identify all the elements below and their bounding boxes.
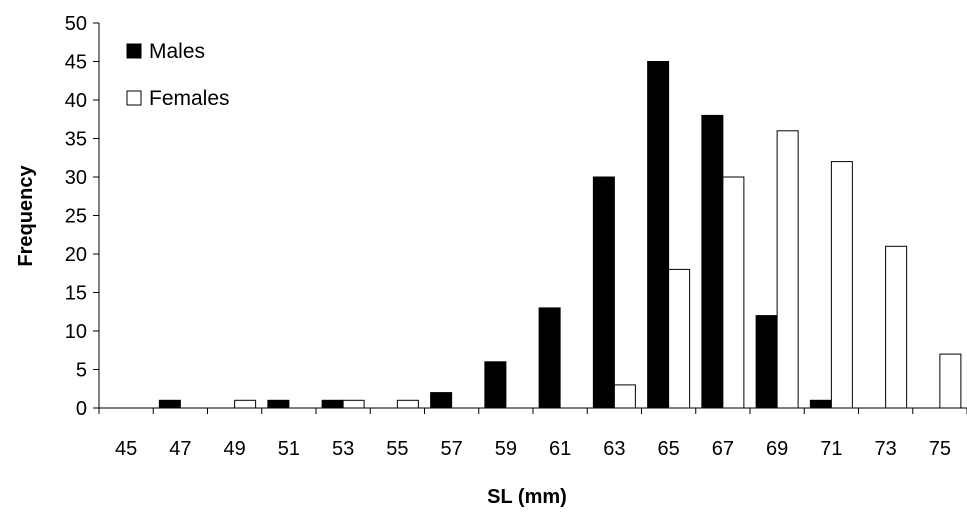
x-tick-label: 45 [115,438,137,460]
y-tick-label: 30 [65,167,87,189]
bar-females-53 [342,399,365,409]
bar-females-73 [885,245,908,409]
bar-males-67 [701,114,724,409]
y-axis-ticks [93,22,99,409]
legend-swatch-females [126,90,142,106]
legend-label-females: Females [149,87,230,110]
x-tick-label: 55 [386,438,408,460]
bar-males-71 [809,399,832,409]
x-tick-label: 53 [332,438,354,460]
bar-males-47 [158,399,181,409]
bar-females-75 [939,353,962,409]
bar-females-71 [830,161,853,409]
x-tick-label: 65 [658,438,680,460]
y-tick-label: 35 [65,129,87,151]
y-tick-label: 25 [65,206,87,228]
bar-females-63 [613,384,636,409]
y-tick-label: 20 [65,244,87,266]
legend-label-males: Males [149,40,205,63]
x-tick-label: 47 [169,438,191,460]
x-tick-label: 71 [820,438,842,460]
y-tick-label: 5 [76,360,87,382]
x-tick-label: 75 [929,438,951,460]
y-tick-label: 0 [76,398,87,420]
x-tick-label: 61 [549,438,571,460]
x-axis-title: SL (mm) [487,486,567,508]
bar-females-65 [668,268,691,409]
x-tick-label: 67 [712,438,734,460]
x-tick-label: 69 [766,438,788,460]
x-tick-label: 63 [603,438,625,460]
legend: Males Females [126,40,230,110]
bar-males-59 [484,361,507,409]
y-tick-label: 45 [65,52,87,74]
x-tick-label: 57 [441,438,463,460]
bar-males-61 [538,307,561,409]
y-tick-label: 15 [65,283,87,305]
bars [158,61,962,409]
y-tick-label: 10 [65,321,87,343]
bar-females-67 [722,176,745,409]
x-tick-label: 59 [495,438,517,460]
x-tick-label: 51 [278,438,300,460]
bar-males-53 [321,399,344,409]
bar-males-57 [430,392,453,409]
bar-females-55 [396,399,419,409]
x-axis-tick-labels: 45 47 49 51 53 55 57 59 61 63 65 67 69 71 73 75 [115,438,951,460]
x-axis-ticks [98,408,967,414]
bar-females-49 [234,399,257,409]
bar-females-69 [776,130,799,409]
x-tick-label: 49 [224,438,246,460]
bar-males-65 [647,61,670,409]
y-tick-label: 50 [65,13,87,35]
y-tick-label: 40 [65,90,87,112]
x-tick-label: 73 [875,438,897,460]
bar-males-63 [592,176,615,409]
bar-males-51 [267,399,290,409]
y-axis-tick-labels: 0 5 10 15 20 25 30 35 40 45 50 [65,13,87,420]
bar-males-69 [755,315,778,409]
y-axis-title: Frequency [15,165,37,267]
legend-swatch-males [126,43,142,59]
